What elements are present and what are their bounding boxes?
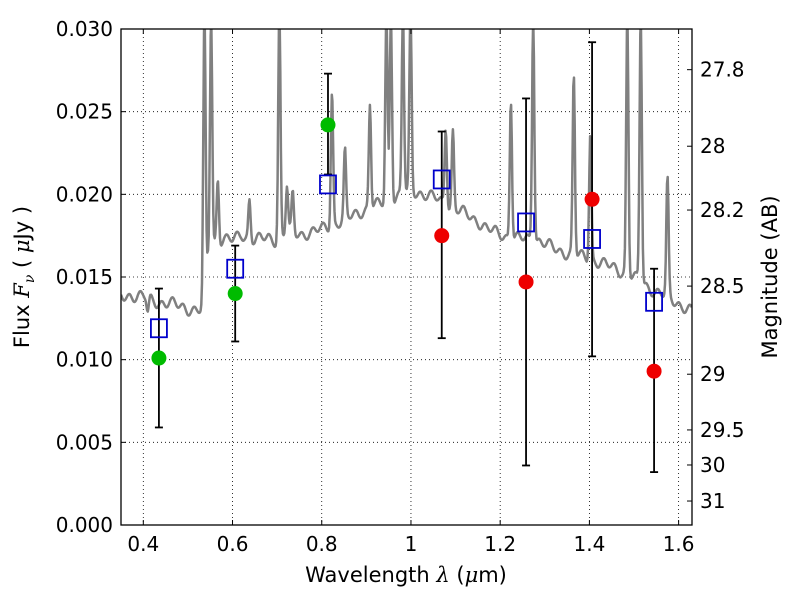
model-photometry-square bbox=[226, 258, 245, 279]
y-tick-label: 0.030 bbox=[56, 17, 113, 41]
model-photometry-square bbox=[150, 318, 168, 339]
axis-ticks: 0.4 0.6 0.8 1 1.2 1.4 1.6 0.000 0.005 0.010 0.015 0… bbox=[56, 17, 745, 556]
y-tick-label: 0.005 bbox=[56, 430, 113, 454]
mag-tick-label: 28 bbox=[700, 134, 725, 158]
mag-tick-label: 28.2 bbox=[700, 198, 745, 222]
data-point-circle bbox=[584, 191, 600, 207]
mag-tick-label: 27.8 bbox=[700, 58, 745, 82]
x-tick-label: 0.8 bbox=[306, 532, 338, 556]
model-spectrum-line bbox=[121, 29, 692, 317]
data-point-circle bbox=[646, 363, 662, 379]
model-photometry-square bbox=[517, 212, 535, 233]
mag-tick-label: 28.5 bbox=[700, 274, 745, 298]
data-point-circle bbox=[151, 350, 167, 366]
y-tick-label: 0.000 bbox=[56, 513, 113, 537]
mag-tick-label: 30 bbox=[700, 453, 725, 477]
data-point-circle bbox=[320, 117, 336, 133]
x-tick-label: 0.6 bbox=[217, 532, 249, 556]
y-tick-label: 0.010 bbox=[56, 348, 113, 372]
y-tick-label: 0.025 bbox=[56, 100, 113, 124]
y-axis-label: Flux Fν ( μJy ) bbox=[10, 206, 38, 348]
y2-axis-label: Magnitude (AB) bbox=[758, 195, 782, 358]
data-point-circle bbox=[227, 286, 243, 302]
data-point-circle bbox=[518, 274, 534, 290]
y-tick-label: 0.020 bbox=[56, 182, 113, 206]
x-tick-label: 1.4 bbox=[573, 532, 605, 556]
model-photometry-square bbox=[583, 229, 601, 249]
model-photometry-square bbox=[645, 291, 663, 312]
model-photometry-square bbox=[432, 169, 451, 190]
model-photometry-square bbox=[319, 174, 337, 195]
data-points bbox=[150, 41, 663, 473]
model-spectrum bbox=[121, 29, 692, 317]
mag-tick-label: 29 bbox=[700, 362, 725, 386]
x-axis-label: Wavelength λ (μm) bbox=[305, 563, 507, 587]
y-tick-label: 0.015 bbox=[56, 265, 113, 289]
mag-tick-label: 31 bbox=[700, 489, 725, 513]
x-tick-label: 0.4 bbox=[127, 532, 159, 556]
mag-tick-label: 29.5 bbox=[700, 418, 745, 442]
x-tick-label: 1.6 bbox=[663, 532, 695, 556]
data-point-circle bbox=[434, 228, 450, 244]
x-tick-label: 1 bbox=[405, 532, 418, 556]
x-tick-label: 1.2 bbox=[484, 532, 516, 556]
